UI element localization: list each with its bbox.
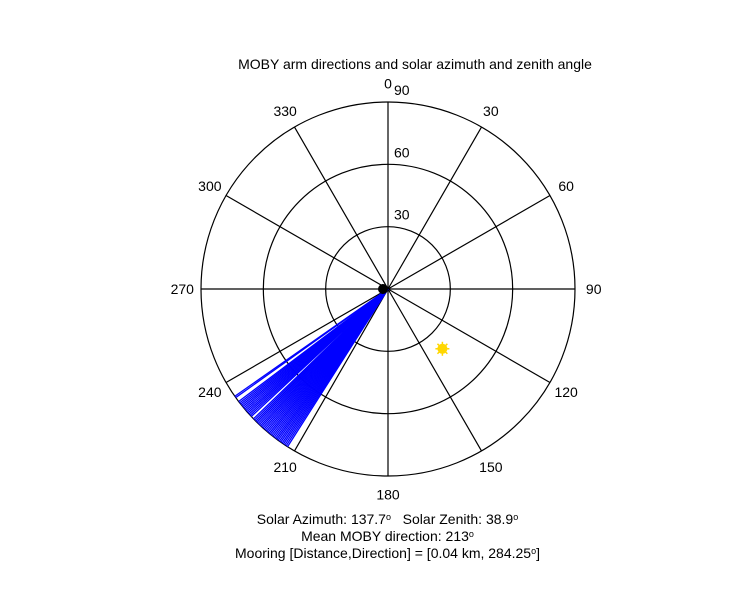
sun-ray: [441, 343, 448, 350]
angle-tick-label: 120: [554, 384, 578, 400]
radial-tick-label: 90: [394, 82, 410, 98]
mooring-label: Mooring [Distance,Direction] = [0.04 km,…: [235, 545, 532, 561]
sun-ray: [441, 348, 448, 355]
degree-mark: o: [385, 512, 391, 522]
radial-tick-label: 60: [394, 144, 410, 160]
angle-tick-label: 210: [273, 459, 297, 475]
mean-direction-caption: Mean MOBY direction: 213o: [0, 526, 750, 544]
grid-spoke: [293, 288, 389, 452]
sun-ray: [436, 343, 443, 350]
grid-spoke: [387, 288, 551, 384]
angle-tick-label: 270: [171, 281, 195, 297]
angle-tick-label: 30: [483, 103, 499, 119]
polar-grid: [200, 101, 576, 477]
mooring-caption: Mooring [Distance,Direction] = [0.04 km,…: [0, 543, 750, 561]
radial-tick-label: 30: [394, 207, 410, 223]
degree-mark: o: [531, 546, 537, 556]
mooring-close: ]: [536, 545, 540, 561]
grid-spoke: [293, 126, 389, 290]
chart-title: MOBY arm directions and solar azimuth an…: [238, 56, 592, 72]
mean-direction-value: 213: [445, 528, 469, 544]
degree-mark: o: [468, 529, 474, 539]
solar-angles-caption: Solar Azimuth: 137.7o Solar Zenith: 38.9…: [0, 509, 750, 527]
data-layer: [234, 284, 450, 448]
angle-tick-label: 150: [479, 459, 503, 475]
degree-mark: o: [513, 512, 519, 522]
solar-zenith-label: Solar Zenith:: [402, 511, 483, 527]
grid-spoke: [387, 194, 551, 290]
angle-tick-label: 90: [586, 281, 602, 297]
solar-azimuth-label: Solar Azimuth:: [256, 511, 348, 527]
grid-spoke: [387, 126, 483, 290]
mean-direction-label: Mean MOBY direction:: [301, 528, 442, 544]
center-marker: [378, 284, 388, 294]
angle-tick-label: 240: [198, 384, 222, 400]
grid-spoke: [225, 194, 389, 290]
angle-tick-label: 330: [273, 103, 297, 119]
tick-labels: 0 30 60 90 120 150 180 210 240 270 300 330 30 60 90: [171, 75, 602, 502]
angle-tick-label: 180: [376, 487, 400, 503]
arm-direction-line: [238, 288, 389, 403]
grid-spoke: [225, 288, 389, 384]
arm-direction-line: [234, 288, 389, 397]
solar-azimuth-value: 137.7: [350, 511, 386, 527]
angle-tick-label: 0: [384, 75, 392, 91]
grid-spoke: [387, 288, 483, 452]
sun-ray: [436, 348, 443, 355]
angle-tick-label: 60: [558, 178, 574, 194]
angle-tick-label: 300: [198, 178, 222, 194]
solar-zenith-value: 38.9: [485, 511, 514, 527]
